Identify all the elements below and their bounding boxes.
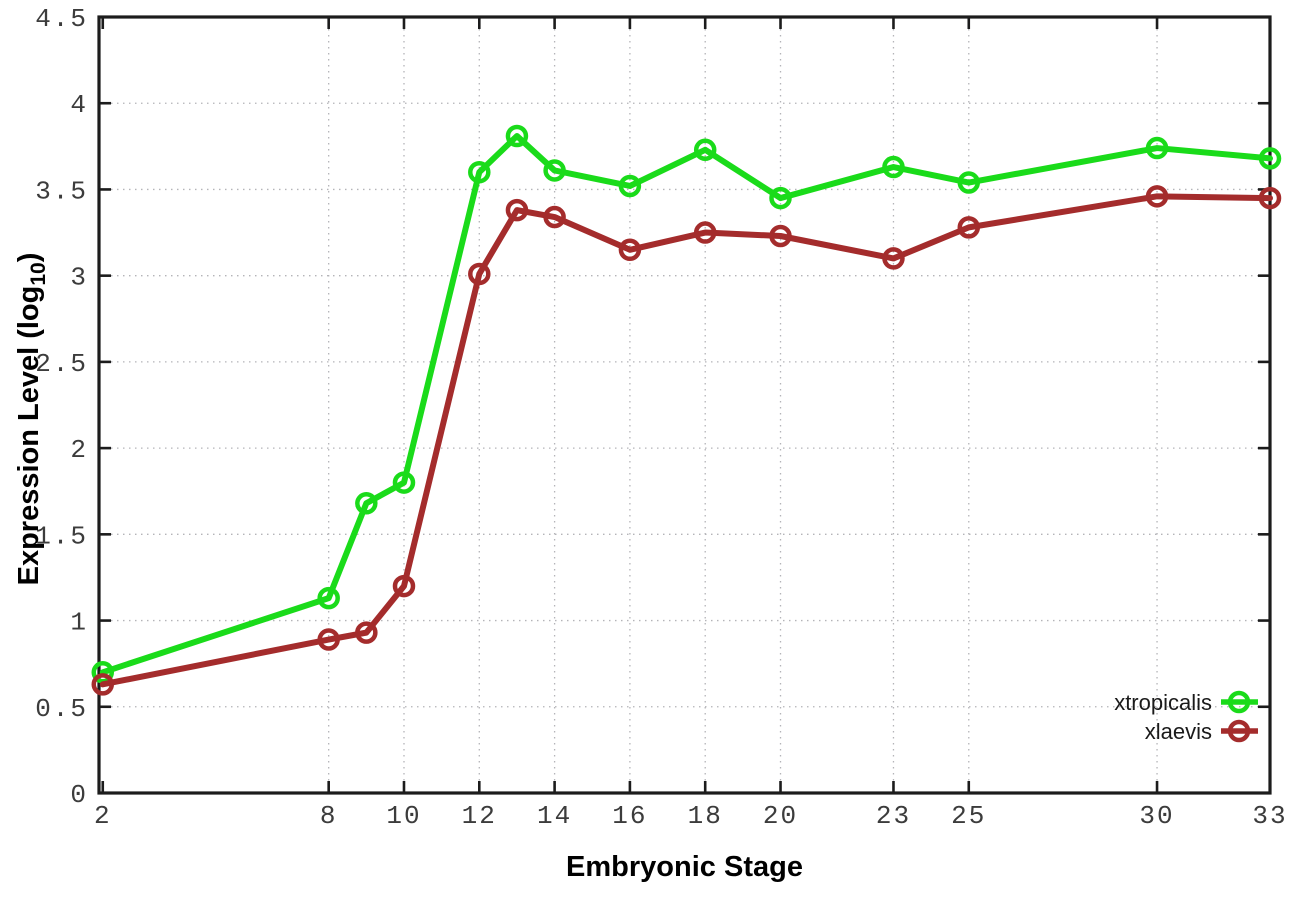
data-point xyxy=(1258,147,1282,170)
x-tick-label: 2 xyxy=(94,801,112,831)
data-point xyxy=(957,216,981,239)
data-point xyxy=(1145,185,1169,208)
data-point xyxy=(1258,186,1282,210)
y-tick-label: 0 xyxy=(70,780,88,810)
x-tick-label: 33 xyxy=(1252,801,1287,831)
y-tick-label: 0.5 xyxy=(35,694,88,724)
y-tick-label: 1.5 xyxy=(35,521,88,551)
data-point xyxy=(769,224,792,248)
tick-marks xyxy=(99,15,1272,795)
series-line-xtropicalis xyxy=(99,132,1273,676)
data-point xyxy=(505,198,529,222)
y-tick-label: 4 xyxy=(70,90,88,120)
series-line-xlaevis xyxy=(99,193,1273,688)
data-point xyxy=(693,138,717,162)
data-point xyxy=(1145,136,1169,160)
data-point xyxy=(882,247,905,270)
legend-label-xlaevis: xlaevis xyxy=(1145,719,1212,744)
data-point xyxy=(543,159,566,182)
x-tick-label: 23 xyxy=(876,801,911,831)
x-tick-label: 20 xyxy=(763,801,798,831)
data-point xyxy=(957,171,981,194)
data-point xyxy=(618,238,642,262)
y-axis-label: Expression Level (log10) xyxy=(13,253,50,586)
data-point xyxy=(91,673,115,696)
y-tick-label: 3.5 xyxy=(35,176,88,206)
data-point xyxy=(355,621,378,644)
data-point xyxy=(468,262,491,286)
plot-border xyxy=(97,15,1272,795)
data-point xyxy=(618,174,642,198)
legend-marker xyxy=(1227,719,1251,743)
x-tick-labels: 2 8 10 12 14 16 18 20 23 25 30 33 xyxy=(94,801,1287,831)
data-point xyxy=(468,160,491,184)
data-point xyxy=(392,574,416,598)
x-tick-label: 25 xyxy=(951,801,986,831)
grid xyxy=(99,17,1270,793)
data-point xyxy=(505,124,529,148)
data-point xyxy=(317,586,340,610)
data-point xyxy=(543,205,566,229)
legend-label-xtropicalis: xtropicalis xyxy=(1114,690,1212,715)
data-point xyxy=(355,492,378,515)
series-xtropicalis xyxy=(91,124,1282,684)
data-point xyxy=(91,661,115,684)
x-tick-label: 30 xyxy=(1139,801,1174,831)
x-tick-label: 10 xyxy=(386,801,421,831)
data-point xyxy=(317,628,340,651)
data-point xyxy=(392,471,416,494)
data-point xyxy=(882,155,905,179)
x-tick-label: 12 xyxy=(462,801,497,831)
y-tick-label: 2 xyxy=(70,435,88,465)
y-tick-label: 3 xyxy=(70,263,88,293)
data-point xyxy=(769,186,792,210)
data-point xyxy=(693,221,717,244)
legend: xtropicalis xlaevis xyxy=(1114,690,1258,744)
x-tick-label: 16 xyxy=(612,801,647,831)
y-tick-label: 4.5 xyxy=(35,4,88,34)
series-xlaevis xyxy=(91,185,1282,696)
y-tick-labels: 0 0.5 1 1.5 2 2.5 3 3.5 4 4.5 xyxy=(35,4,88,810)
y-tick-label: 1 xyxy=(70,608,88,638)
x-axis-label: Embryonic Stage xyxy=(566,851,803,883)
x-tick-label: 14 xyxy=(537,801,572,831)
x-tick-label: 8 xyxy=(320,801,338,831)
x-tick-label: 18 xyxy=(688,801,723,831)
legend-marker xyxy=(1227,690,1251,714)
y-tick-label: 2.5 xyxy=(35,349,88,379)
